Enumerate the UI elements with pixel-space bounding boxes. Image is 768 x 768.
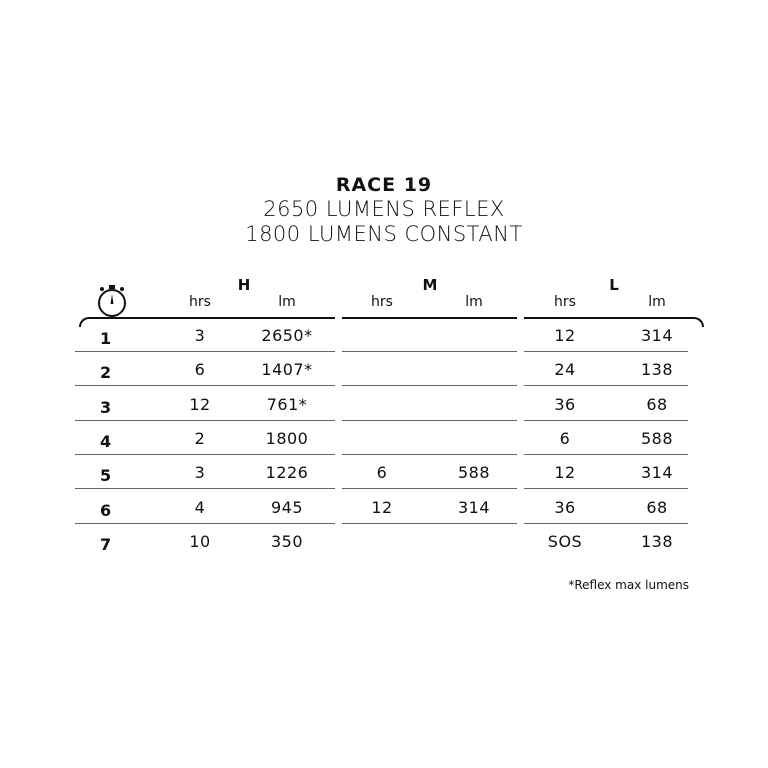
row-divider xyxy=(342,453,517,455)
table-cell: 761* xyxy=(266,394,308,414)
table-cell: 314 xyxy=(640,463,674,483)
table-cell: 1226 xyxy=(265,463,309,483)
group-header-h: H xyxy=(237,276,251,294)
row-divider xyxy=(524,453,688,455)
column-header-hrs: hrs xyxy=(189,294,211,310)
column-header-hrs: hrs xyxy=(371,294,393,310)
row-divider xyxy=(342,385,517,387)
table-cell: 945 xyxy=(270,497,304,517)
table-cell: SOS xyxy=(547,531,583,551)
row-divider xyxy=(524,385,688,387)
mode-number: 3 xyxy=(100,397,112,417)
header-curve-left xyxy=(79,317,93,327)
group-header-m: M xyxy=(422,276,438,294)
row-divider xyxy=(75,351,335,352)
table-cell: 138 xyxy=(640,531,674,551)
row-divider xyxy=(342,488,517,490)
row-divider xyxy=(342,351,517,352)
row-divider xyxy=(524,488,688,490)
table-cell: 2650* xyxy=(261,326,313,345)
table-cell: 2 xyxy=(194,428,206,448)
mode-number: 7 xyxy=(100,534,112,554)
table-cell: 4 xyxy=(194,497,206,517)
header-rule-h xyxy=(93,317,335,319)
subtitle-constant: 1800 LUMENS CONSTANT xyxy=(245,222,523,246)
mode-number: 1 xyxy=(100,329,112,348)
table-cell: 12 xyxy=(554,326,576,345)
table-cell: 1407* xyxy=(261,360,313,380)
table-cell: 12 xyxy=(554,463,576,483)
mode-number: 6 xyxy=(100,500,112,520)
table-cell: 1800 xyxy=(265,428,309,448)
row-divider xyxy=(75,419,335,421)
row-divider xyxy=(75,488,335,490)
group-header-l: L xyxy=(609,276,619,294)
table-cell: 12 xyxy=(371,497,393,517)
table-cell: 3 xyxy=(194,463,206,483)
page-title: RACE 19 xyxy=(335,174,433,196)
table-cell: 588 xyxy=(640,428,674,448)
table-cell: 314 xyxy=(640,326,674,345)
column-header-lm: lm xyxy=(648,294,666,310)
table-cell: 138 xyxy=(640,360,674,380)
header-rule-m xyxy=(342,317,517,319)
table-cell: 6 xyxy=(376,463,388,483)
subtitle-reflex: 2650 LUMENS REFLEX xyxy=(263,197,505,221)
table-cell: 588 xyxy=(457,463,491,483)
table-cell: 68 xyxy=(646,497,668,517)
table-cell: 10 xyxy=(189,531,211,551)
table-cell: 24 xyxy=(554,360,576,380)
mode-number: 2 xyxy=(100,363,112,383)
header-curve-right xyxy=(690,317,704,327)
table-cell: 350 xyxy=(270,531,304,551)
mode-number: 5 xyxy=(100,466,112,486)
table-cell: 6 xyxy=(559,428,571,448)
stopwatch-icon xyxy=(98,285,126,317)
row-divider xyxy=(75,453,335,455)
header-rule-l xyxy=(524,317,690,319)
table-cell: 36 xyxy=(554,497,576,517)
table-cell: 12 xyxy=(189,394,211,414)
column-header-lm: lm xyxy=(465,294,483,310)
table-cell: 6 xyxy=(194,360,206,380)
row-divider xyxy=(524,522,688,524)
row-divider xyxy=(75,522,335,524)
column-header-lm: lm xyxy=(278,294,296,310)
row-divider xyxy=(342,419,517,421)
row-divider xyxy=(524,351,688,352)
table-cell: 3 xyxy=(194,326,206,345)
row-divider xyxy=(75,385,335,387)
row-divider xyxy=(342,522,517,524)
column-header-hrs: hrs xyxy=(554,294,576,310)
row-divider xyxy=(524,419,688,421)
table-cell: 68 xyxy=(646,394,668,414)
table-cell: 36 xyxy=(554,394,576,414)
table-cell: 314 xyxy=(457,497,491,517)
footnote: *Reflex max lumens xyxy=(568,578,689,592)
mode-number: 4 xyxy=(100,431,112,451)
